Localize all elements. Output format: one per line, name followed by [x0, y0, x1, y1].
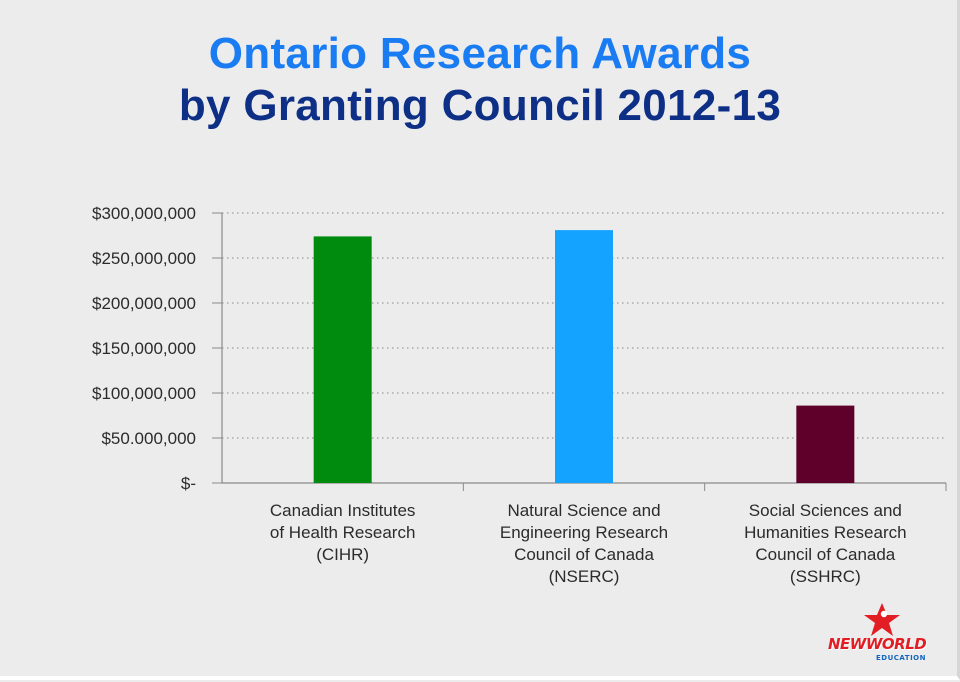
x-tick-label: Social Sciences and	[749, 501, 902, 520]
title-line-2: by Granting Council 2012-13	[178, 81, 782, 130]
logo-word-world: WORLD	[865, 635, 927, 653]
y-tick-label: $50.000,000	[101, 429, 196, 448]
bar	[555, 230, 613, 483]
x-tick-label: (CIHR)	[316, 545, 369, 564]
x-tick-label: of Health Research	[270, 523, 416, 542]
logo-wordmark: NEWWORLD	[828, 635, 927, 653]
x-tick-label: Natural Science and	[507, 501, 660, 520]
y-tick-label: $200,000,000	[92, 294, 196, 313]
x-tick-label: (SSHRC)	[790, 567, 861, 586]
logo-subtitle: EDUCATION	[876, 654, 926, 662]
bar	[313, 236, 372, 483]
bar	[796, 405, 855, 483]
x-tick-label: Engineering Research	[500, 523, 668, 542]
logo-word-new: NEW	[828, 635, 866, 653]
x-tick-label: Canadian Institutes	[270, 501, 416, 520]
y-tick-label: $250,000,000	[92, 249, 196, 268]
chart-title: Ontario Research Awards by Granting Coun…	[0, 28, 960, 132]
title-line-1: Ontario Research Awards	[208, 29, 752, 78]
y-tick-label: $150,000,000	[92, 339, 196, 358]
new-world-education-logo: NEWWORLD EDUCATION	[828, 602, 946, 664]
x-tick-label: Humanities Research	[744, 523, 907, 542]
star-figure-icon	[864, 603, 900, 636]
y-tick-label: $100,000,000	[92, 384, 196, 403]
x-tick-label: Council of Canada	[755, 545, 895, 564]
y-tick-label: $300,000,000	[92, 204, 196, 223]
y-tick-label: $-	[181, 474, 196, 493]
x-tick-label: (NSERC)	[549, 567, 620, 586]
x-tick-label: Council of Canada	[514, 545, 654, 564]
